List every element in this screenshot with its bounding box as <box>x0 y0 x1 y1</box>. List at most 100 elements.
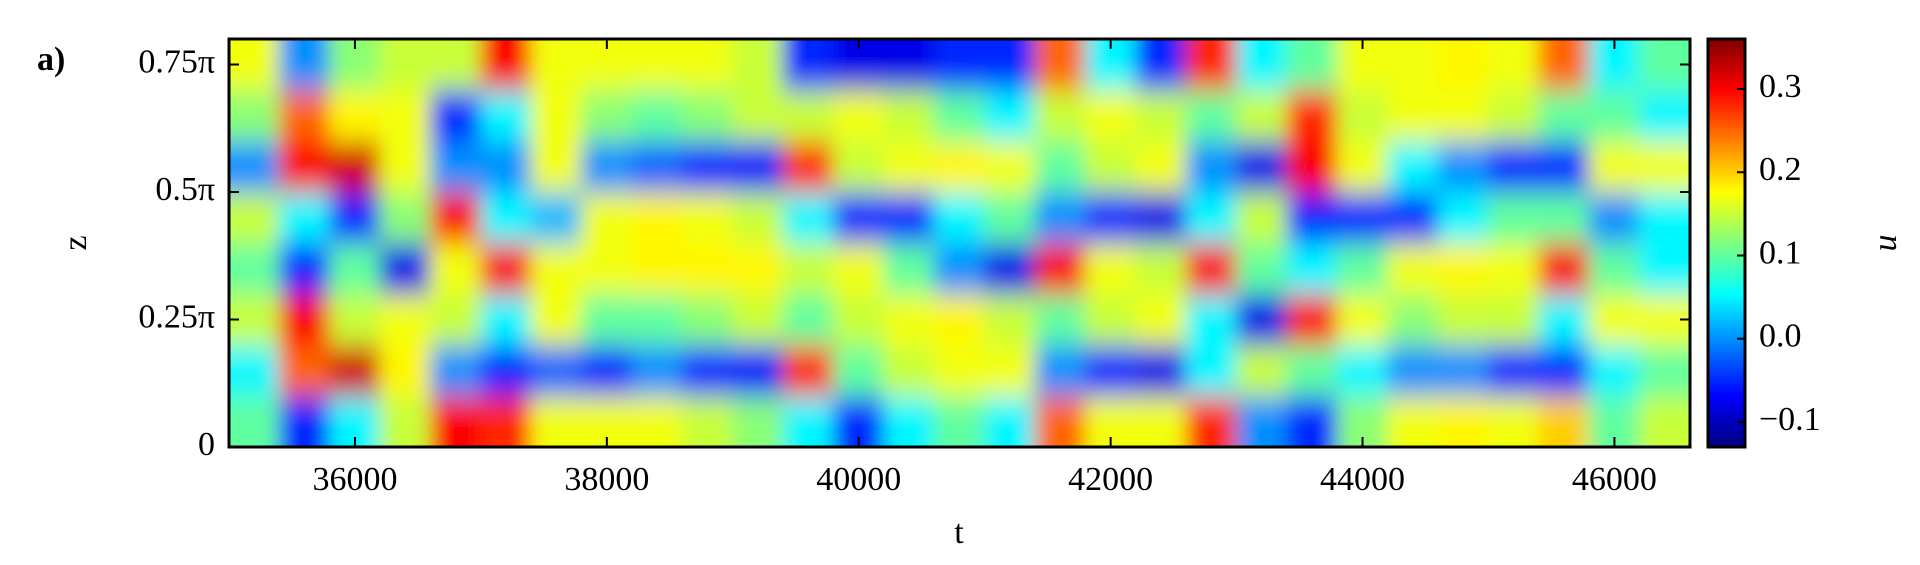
heatmap-cell <box>530 293 583 346</box>
heatmap-cell <box>1286 293 1338 346</box>
x-tick-label: 36000 <box>312 461 397 498</box>
heatmap-cell <box>480 242 532 295</box>
heatmap-cell <box>1034 140 1086 193</box>
heatmap-cell <box>782 344 835 397</box>
heatmap-cell <box>883 89 935 142</box>
heatmap-cell <box>1487 242 1540 295</box>
colorbar-tick-label: −0.1 <box>1759 401 1821 438</box>
heatmap-cell <box>1538 140 1590 193</box>
heatmap-cell <box>1135 242 1187 295</box>
heatmap-cell <box>1437 140 1489 193</box>
heatmap-cell <box>883 395 935 447</box>
heatmap-cell <box>1185 39 1238 91</box>
heatmap-cell <box>278 395 331 447</box>
heatmap-cell <box>229 191 280 244</box>
heatmap-cell <box>1034 39 1086 91</box>
heatmap-cell <box>1437 242 1489 295</box>
heatmap-cell <box>530 344 583 397</box>
heatmap-cell <box>732 140 784 193</box>
heatmap-cells <box>229 39 1690 447</box>
heatmap-cell <box>1588 140 1641 193</box>
heatmap-cell <box>1135 39 1187 91</box>
heatmap-cell <box>933 140 986 193</box>
heatmap-cell <box>430 293 482 346</box>
heatmap-cell <box>278 242 331 295</box>
heatmap-cell <box>732 89 784 142</box>
heatmap-cell <box>1135 140 1187 193</box>
heatmap-cell <box>329 293 381 346</box>
heatmap-cell <box>1639 344 1690 397</box>
heatmap-cell <box>430 191 482 244</box>
heatmap-cell <box>1034 89 1086 142</box>
heatmap-cell <box>1437 191 1489 244</box>
heatmap-cell <box>681 395 734 447</box>
heatmap-cell <box>1639 191 1690 244</box>
heatmap-cell <box>1538 89 1590 142</box>
heatmap-cell <box>229 242 280 295</box>
heatmap-cell <box>1387 242 1439 295</box>
heatmap-cell <box>1538 39 1590 91</box>
heatmap-cell <box>1236 395 1288 447</box>
heatmap-cell <box>278 140 331 193</box>
heatmap-cell <box>1185 140 1238 193</box>
heatmap-cell <box>581 140 633 193</box>
heatmap-cell <box>1387 39 1439 91</box>
heatmap-cell <box>1336 344 1389 397</box>
heatmap-cell <box>1588 242 1641 295</box>
heatmap-cell <box>1135 293 1187 346</box>
heatmap-cell <box>1387 293 1439 346</box>
heatmap-cell <box>782 395 835 447</box>
heatmap-cell <box>1487 293 1540 346</box>
heatmap-cell <box>984 344 1036 397</box>
heatmap-cell <box>833 344 885 397</box>
heatmap-cell <box>1034 242 1086 295</box>
heatmap-cell <box>278 344 331 397</box>
heatmap-cell <box>833 191 885 244</box>
heatmap-cell <box>480 395 532 447</box>
colorbar-tick-label: 0.1 <box>1759 234 1802 271</box>
colorbar-label: u <box>1867 235 1904 252</box>
heatmap-cell <box>278 89 331 142</box>
heatmap-cell <box>1437 89 1489 142</box>
y-tick-label: 0.25π <box>138 298 215 335</box>
heatmap-cell <box>631 39 683 91</box>
heatmap-cell <box>1538 242 1590 295</box>
heatmap-cell <box>581 242 633 295</box>
heatmap-cell <box>530 395 583 447</box>
heatmap-cell <box>631 242 683 295</box>
heatmap-cell <box>782 293 835 346</box>
heatmap-cell <box>1185 293 1238 346</box>
heatmap-cell <box>833 242 885 295</box>
heatmap-cell <box>229 395 280 447</box>
heatmap-cell <box>581 191 633 244</box>
heatmap-cell <box>1588 344 1641 397</box>
heatmap-cell <box>782 140 835 193</box>
heatmap-cell <box>1336 242 1389 295</box>
panel-label: a) <box>37 41 65 78</box>
heatmap-cell <box>732 293 784 346</box>
heatmap-cell <box>681 89 734 142</box>
colorbar-tick-label: 0.2 <box>1759 151 1802 188</box>
heatmap-cell <box>933 395 986 447</box>
heatmap-cell <box>480 344 532 397</box>
heatmap-cell <box>984 89 1036 142</box>
heatmap-cell <box>1387 344 1439 397</box>
heatmap-cell <box>1639 140 1690 193</box>
heatmap-cell <box>530 39 583 91</box>
heatmap-cell <box>530 89 583 142</box>
heatmap-cell <box>1185 89 1238 142</box>
heatmap-cell <box>681 140 734 193</box>
heatmap-cell <box>1236 344 1288 397</box>
heatmap-cell <box>1588 191 1641 244</box>
heatmap-cell <box>1437 344 1489 397</box>
heatmap-cell <box>379 395 432 447</box>
heatmap-cell <box>883 242 935 295</box>
heatmap-cell <box>631 344 683 397</box>
heatmap-cell <box>933 242 986 295</box>
heatmap-cell <box>732 191 784 244</box>
heatmap-cell <box>1236 191 1288 244</box>
heatmap-cell <box>480 39 532 91</box>
heatmap-cell <box>430 242 482 295</box>
heatmap-cell <box>1336 89 1389 142</box>
heatmap-cell <box>933 191 986 244</box>
